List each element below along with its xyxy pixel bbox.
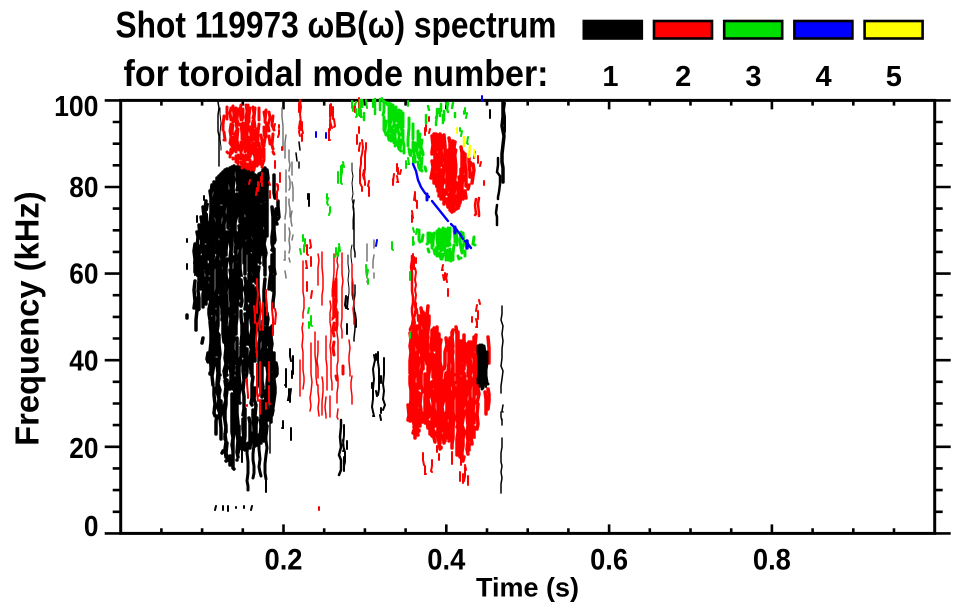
svg-text:1: 1	[602, 61, 618, 93]
svg-text:0.6: 0.6	[590, 544, 628, 577]
svg-text:for toroidal mode number:: for toroidal mode number:	[124, 53, 549, 94]
svg-text:40: 40	[69, 345, 98, 377]
svg-text:100: 100	[54, 91, 98, 123]
svg-text:2: 2	[675, 61, 691, 93]
svg-text:60: 60	[69, 258, 98, 290]
svg-text:0.2: 0.2	[265, 544, 303, 577]
svg-text:0.4: 0.4	[427, 544, 465, 577]
svg-text:20: 20	[69, 433, 98, 465]
svg-text:5: 5	[886, 61, 902, 93]
svg-text:0: 0	[84, 511, 99, 543]
svg-text:Frequency (kHz): Frequency (kHz)	[9, 191, 46, 446]
svg-text:3: 3	[745, 61, 761, 93]
svg-text:80: 80	[69, 172, 98, 204]
svg-text:0.8: 0.8	[753, 544, 791, 577]
svg-text:Shot 119973 ωB(ω) spectrum: Shot 119973 ωB(ω) spectrum	[116, 5, 557, 46]
svg-text:Time (s): Time (s)	[476, 573, 579, 603]
svg-text:4: 4	[816, 61, 832, 93]
